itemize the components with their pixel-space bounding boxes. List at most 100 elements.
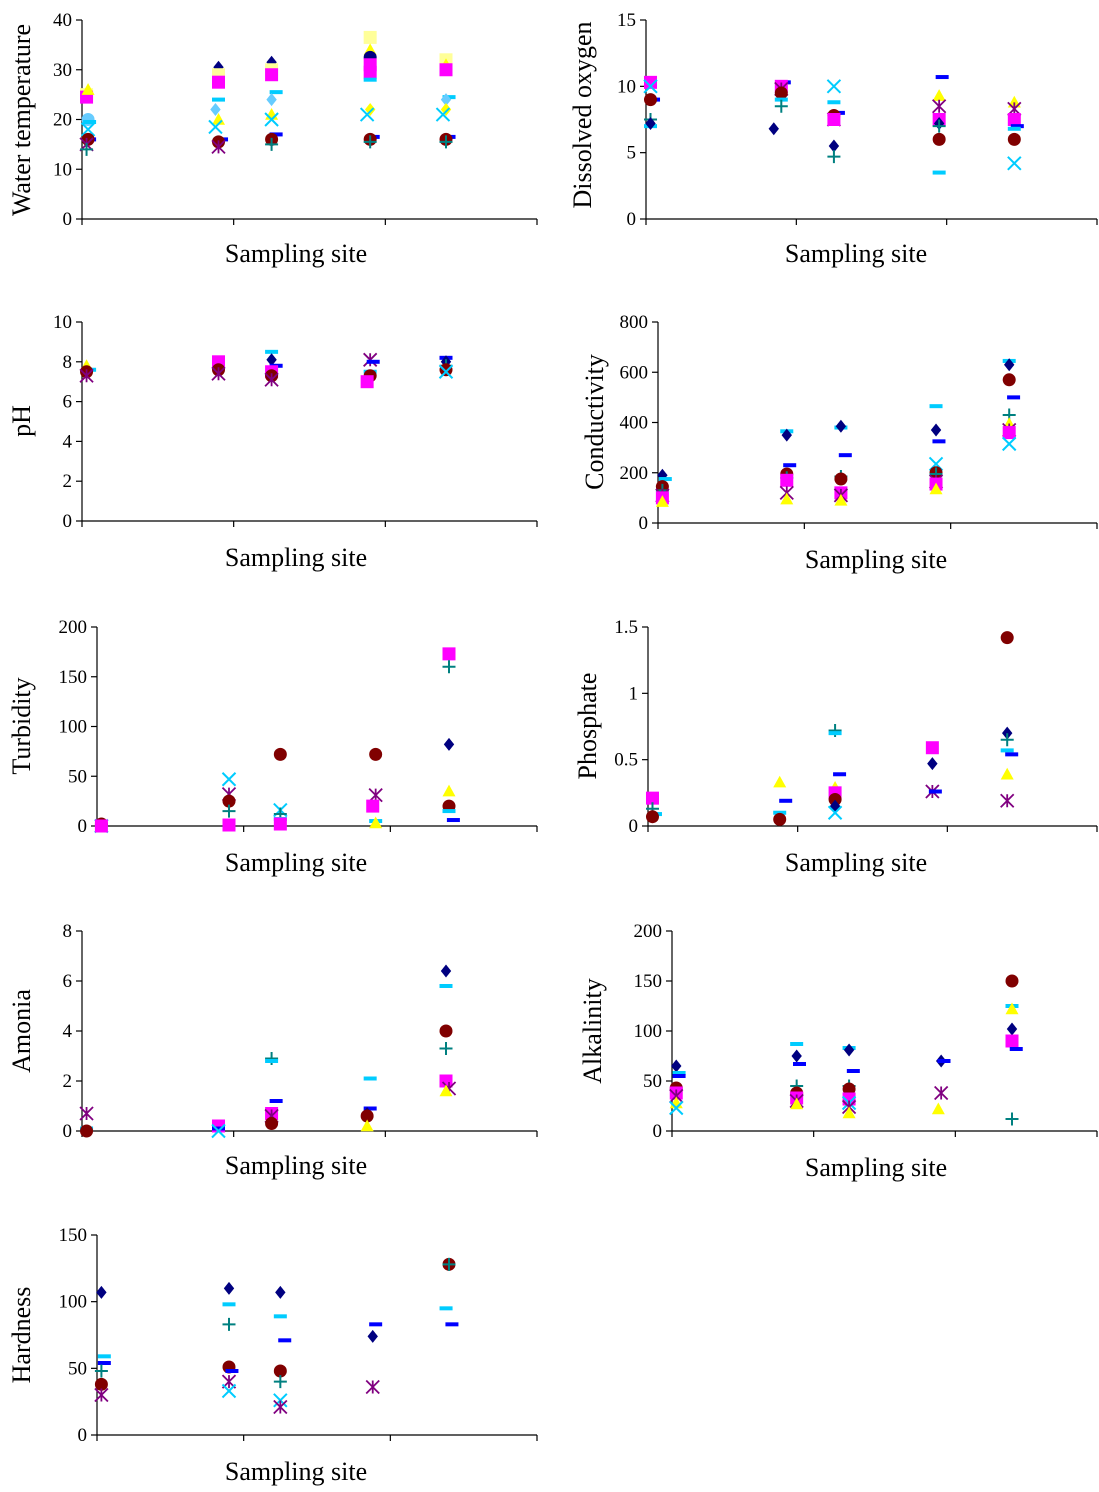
panel-7: 0 2 4 6 8 Amonia Sampling site [7, 921, 538, 1180]
data-point-triangle [655, 495, 669, 507]
data-point-diamond [367, 1329, 378, 1343]
data-point-dash [222, 1302, 236, 1307]
x-axis-title: Sampling site [805, 545, 947, 574]
data-point-dash [439, 1306, 453, 1311]
data-point-x [264, 112, 279, 127]
data-point-dash [273, 1314, 287, 1319]
data-point-square [212, 75, 225, 89]
y-tick-label: 50 [643, 1071, 662, 1092]
y-tick-label: 0 [627, 209, 637, 230]
y-tick-label: 40 [53, 10, 72, 31]
x-axis-title: Sampling site [785, 848, 927, 877]
data-point-x [1007, 156, 1022, 171]
data-point-diamond [791, 1049, 802, 1063]
y-tick-label: 10 [53, 159, 72, 180]
data-points [643, 75, 1024, 175]
data-point-diamond [440, 93, 452, 107]
data-point-x [826, 79, 842, 94]
data-point-dash [83, 119, 97, 124]
data-point-dash [793, 1062, 806, 1066]
y-axis-title: Alkalinity [578, 978, 607, 1083]
x-axis-title: Sampling site [785, 239, 927, 268]
data-point-circle [94, 1377, 108, 1391]
y-axis-title: Turbidity [7, 677, 36, 774]
data-point-circle [932, 132, 946, 146]
data-point-x [359, 107, 375, 122]
data-point-x [1001, 436, 1017, 452]
y-tick-label: 100 [59, 1292, 88, 1313]
data-point-square [363, 30, 377, 44]
y-tick-label: 150 [634, 971, 663, 992]
data-point-dash [265, 1059, 279, 1063]
data-point-x [211, 1123, 226, 1139]
data-point-diamond [1004, 358, 1015, 372]
data-point-triangle [780, 492, 794, 505]
data-point-x [80, 122, 96, 137]
data-point-dash [225, 1369, 239, 1373]
y-tick-label: 0 [639, 513, 649, 534]
data-point-circle [273, 1364, 287, 1378]
data-point-dash [439, 984, 453, 988]
data-point-asterisk [273, 1399, 288, 1415]
data-point-asterisk [94, 1387, 109, 1403]
data-point-dash [773, 810, 787, 815]
data-point-diamond [275, 1285, 286, 1299]
data-point-asterisk [365, 1379, 380, 1395]
data-point-diamond [96, 1285, 107, 1299]
data-point-dash [212, 97, 225, 102]
y-tick-label: 800 [620, 312, 649, 333]
data-point-triangle [439, 1084, 453, 1097]
data-point-dash [363, 1076, 377, 1081]
data-point-dash [833, 772, 847, 777]
y-tick-label: 20 [53, 110, 72, 131]
data-point-dash [672, 1074, 686, 1078]
data-point-square [1002, 426, 1016, 440]
data-point-triangle [1005, 1002, 1019, 1015]
data-point-dash [846, 1069, 860, 1073]
panel-4: 0 200 400 600 800 Conductivity Sampling site [580, 312, 1098, 574]
y-tick-label: 2 [63, 471, 73, 492]
panel-2: 0 5 10 15 Dissolved oxygen Sampling site [568, 10, 1098, 268]
data-point-plus [442, 660, 456, 674]
y-axis-title: Hardness [7, 1287, 36, 1384]
y-tick-label: 8 [63, 921, 73, 942]
data-point-dash [212, 1126, 225, 1131]
data-point-diamond [930, 423, 942, 437]
data-point-circle [439, 1024, 453, 1038]
y-tick-label: 2 [63, 1071, 73, 1092]
y-tick-label: 0.5 [614, 750, 638, 771]
y-tick-label: 4 [63, 431, 73, 452]
panel-5: 0 50 100 150 200 Turbidity Sampling site [7, 617, 538, 877]
y-axis-title: pH [7, 405, 36, 437]
data-point-asterisk [1000, 793, 1015, 808]
data-point-diamond [266, 353, 277, 367]
data-point-plus [1005, 1112, 1019, 1126]
data-point-square [1007, 113, 1021, 126]
data-point-dash [442, 809, 456, 814]
data-point-dash [928, 789, 942, 794]
data-points [79, 964, 457, 1139]
data-point-dash [828, 731, 842, 736]
data-point-circle [369, 747, 383, 761]
y-tick-label: 0 [63, 511, 73, 532]
data-point-dash [779, 798, 793, 803]
x-axis-title: Sampling site [225, 1151, 367, 1180]
y-tick-label: 10 [617, 76, 636, 97]
data-point-dash [1007, 126, 1021, 131]
data-point-diamond [835, 419, 847, 433]
data-point-circle [773, 812, 787, 826]
data-point-circle [265, 1117, 279, 1130]
data-points [94, 1257, 459, 1415]
data-point-asterisk [79, 1106, 94, 1121]
data-point-circle [828, 792, 842, 806]
data-point-triangle [834, 493, 848, 506]
y-tick-label: 200 [634, 921, 663, 942]
y-tick-label: 0 [653, 1121, 663, 1142]
data-points [79, 30, 456, 156]
data-point-asterisk [368, 788, 383, 803]
y-tick-label: 200 [59, 617, 88, 638]
y-axis-title: Phosphate [573, 673, 602, 780]
data-point-dash [1005, 752, 1019, 757]
data-point-square [645, 791, 659, 805]
data-point-dash [932, 439, 946, 444]
